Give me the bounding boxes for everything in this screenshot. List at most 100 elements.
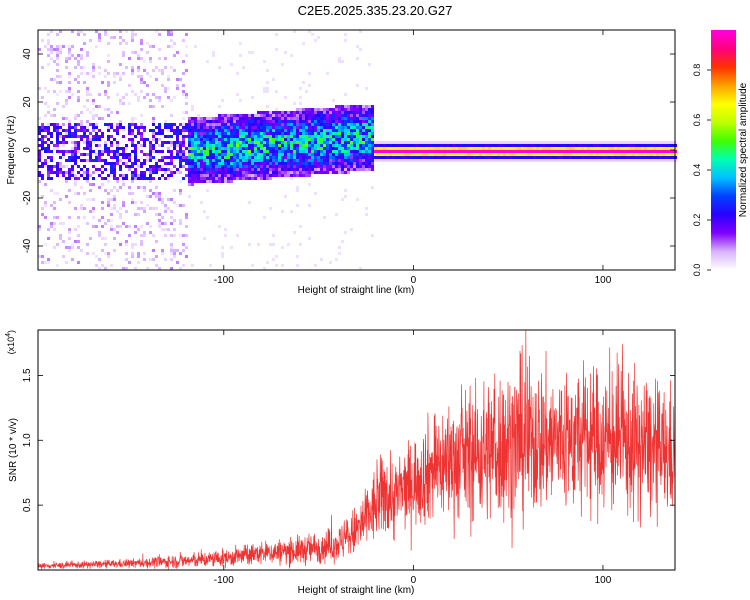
heatmap-cell xyxy=(149,60,152,63)
heatmap-cell xyxy=(230,150,233,153)
heatmap-cell xyxy=(365,141,368,144)
heatmap-cell xyxy=(500,156,503,159)
heatmap-cell xyxy=(278,162,281,165)
heatmap-cell xyxy=(164,141,167,144)
heatmap-cell xyxy=(191,150,194,153)
heatmap-cell xyxy=(242,144,245,147)
heatmap-cell xyxy=(386,150,389,153)
heatmap-cell xyxy=(146,159,149,162)
heatmap-cell xyxy=(59,171,62,174)
heatmap-cell xyxy=(221,123,224,126)
heatmap-cell xyxy=(524,150,527,153)
heatmap-cell xyxy=(233,159,236,162)
heatmap-cell xyxy=(323,117,326,120)
heatmap-cell xyxy=(284,96,287,99)
heatmap-cell xyxy=(272,78,275,81)
heatmap-cell xyxy=(500,150,503,153)
heatmap-cell xyxy=(296,189,299,192)
heatmap-cell xyxy=(50,204,53,207)
heatmap-cell xyxy=(140,126,143,129)
heatmap-cell xyxy=(137,147,140,150)
heatmap-cell xyxy=(557,144,560,147)
heatmap-cell xyxy=(353,141,356,144)
snr-y-scale: (x104) xyxy=(5,330,16,354)
heatmap-cell xyxy=(65,66,68,69)
snr-x-label: Height of straight line (km) xyxy=(298,585,415,596)
heatmap-cell xyxy=(326,72,329,75)
heatmap-cell xyxy=(119,30,122,33)
heatmap-cell xyxy=(44,45,47,48)
heatmap-cell xyxy=(260,159,263,162)
heatmap-cell xyxy=(233,177,236,180)
heatmap-cell xyxy=(269,150,272,153)
heatmap-cell xyxy=(269,156,272,159)
heatmap-cell xyxy=(224,129,227,132)
heatmap-cell xyxy=(149,231,152,234)
heatmap-cell xyxy=(41,66,44,69)
heatmap-cell xyxy=(152,156,155,159)
heatmap-cell xyxy=(596,150,599,153)
heatmap-cell xyxy=(599,153,602,156)
heatmap-cell xyxy=(113,129,116,132)
heatmap-cell xyxy=(569,141,572,144)
heatmap-cell xyxy=(50,171,53,174)
heatmap-cell xyxy=(86,168,89,171)
heatmap-cell xyxy=(200,150,203,153)
heatmap-cell xyxy=(128,159,131,162)
y-tick-label: 0.5 xyxy=(22,498,33,512)
heatmap-cell xyxy=(98,168,101,171)
heatmap-cell xyxy=(452,150,455,153)
heatmap-cell xyxy=(152,207,155,210)
heatmap-cell xyxy=(182,144,185,147)
heatmap-cell xyxy=(239,144,242,147)
heatmap-cell xyxy=(104,33,107,36)
heatmap-cell xyxy=(620,144,623,147)
heatmap-cell xyxy=(410,141,413,144)
heatmap-cell xyxy=(353,138,356,141)
heatmap-cell xyxy=(665,156,668,159)
heatmap-cell xyxy=(98,105,101,108)
heatmap-cell xyxy=(347,123,350,126)
heatmap-cell xyxy=(170,39,173,42)
heatmap-cell xyxy=(161,216,164,219)
heatmap-cell xyxy=(287,117,290,120)
heatmap-cell xyxy=(296,156,299,159)
heatmap-cell xyxy=(362,138,365,141)
heatmap-cell xyxy=(248,243,251,246)
heatmap-cell xyxy=(359,108,362,111)
heatmap-cell xyxy=(524,141,527,144)
heatmap-cell xyxy=(164,204,167,207)
heatmap-cell xyxy=(290,129,293,132)
heatmap-cell xyxy=(200,174,203,177)
heatmap-cell xyxy=(644,156,647,159)
heatmap-cell xyxy=(233,126,236,129)
heatmap-cell xyxy=(65,135,68,138)
heatmap-cell xyxy=(500,159,503,162)
heatmap-cell xyxy=(365,150,368,153)
heatmap-cell xyxy=(344,162,347,165)
heatmap-cell xyxy=(539,141,542,144)
heatmap-cell xyxy=(170,159,173,162)
heatmap-cell xyxy=(587,147,590,150)
heatmap-cell xyxy=(122,51,125,54)
heatmap-cell xyxy=(323,165,326,168)
heatmap-cell xyxy=(299,132,302,135)
heatmap-cell xyxy=(200,138,203,141)
heatmap-cell xyxy=(458,159,461,162)
heatmap-cell xyxy=(587,156,590,159)
heatmap-cell xyxy=(68,75,71,78)
heatmap-cell xyxy=(176,51,179,54)
heatmap-cell xyxy=(131,252,134,255)
heatmap-cell xyxy=(383,159,386,162)
heatmap-cell xyxy=(287,150,290,153)
heatmap-cell xyxy=(44,243,47,246)
heatmap-cell xyxy=(350,108,353,111)
heatmap-cell xyxy=(47,150,50,153)
heatmap-cell xyxy=(53,222,56,225)
heatmap-cell xyxy=(92,171,95,174)
heatmap-cell xyxy=(413,153,416,156)
heatmap-cell xyxy=(206,153,209,156)
heatmap-cell xyxy=(194,132,197,135)
heatmap-cell xyxy=(248,120,251,123)
heatmap-cell xyxy=(197,177,200,180)
